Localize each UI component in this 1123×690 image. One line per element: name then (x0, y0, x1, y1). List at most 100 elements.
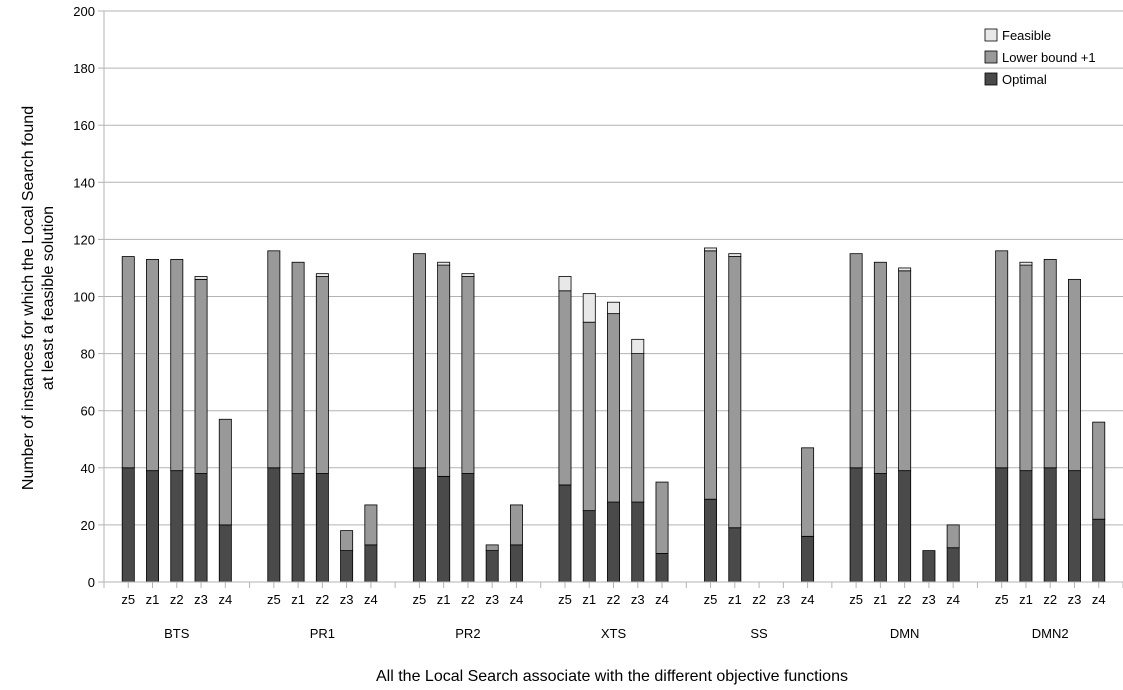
bar-segment (461, 276, 475, 474)
bar-segment (1068, 470, 1081, 583)
x-subcategory-label: z2 (461, 592, 475, 607)
x-subcategory-label: z3 (631, 592, 645, 607)
bar-segment (1068, 278, 1081, 472)
y-axis-title-line-1: Number of instances for which the Local … (20, 106, 37, 490)
bar-segment (1019, 470, 1033, 583)
bar-segment (194, 276, 208, 280)
x-subcategory-label: z3 (776, 592, 790, 607)
axis-labels: 0 20 40 60 80 100 120 140 160 180 200 z5 z1 z2 z3 z4 BTS… (73, 4, 1105, 641)
bar-segment (728, 253, 742, 257)
bar-segment (704, 250, 718, 500)
bar-segment (315, 473, 329, 583)
bar-segment (655, 481, 669, 554)
bar-segment (146, 258, 159, 472)
legend-swatch (984, 50, 998, 64)
x-subcategory-label: z1 (728, 592, 742, 607)
bar-segment (1092, 421, 1106, 520)
x-subcategory-label: z2 (315, 592, 329, 607)
bar-segment (946, 524, 960, 549)
bar-segment (218, 524, 232, 583)
x-subcategory-label: z5 (558, 592, 572, 607)
x-subcategory-label: z4 (218, 592, 232, 607)
bar-segment (898, 267, 912, 272)
legend-swatch (984, 28, 998, 42)
x-subcategory-label: z4 (801, 592, 815, 607)
bar-segment (121, 467, 135, 583)
x-group-label: XTS (601, 626, 627, 641)
y-tick-label: 180 (73, 61, 95, 76)
y-tick-label: 100 (73, 290, 95, 305)
bar-segment (170, 470, 184, 583)
x-subcategory-label: z1 (437, 592, 451, 607)
bar-segment (1019, 261, 1033, 266)
bar-segment (291, 473, 305, 583)
bar-segment (631, 353, 645, 503)
y-tick-label: 120 (73, 232, 95, 247)
x-subcategory-label: z4 (1092, 592, 1106, 607)
bar-segment (364, 544, 378, 583)
x-subcategory-label: z1 (874, 592, 888, 607)
bar-segment (1043, 467, 1057, 583)
bar-segment (873, 473, 887, 583)
bar-segment (194, 278, 208, 474)
bar-segment (607, 301, 620, 315)
bar-segment (582, 321, 596, 512)
x-group-label: BTS (164, 626, 190, 641)
bar-segment (412, 253, 426, 469)
bar-segment (995, 467, 1009, 583)
legend-label: Feasible (1002, 28, 1051, 43)
bar-segment (267, 250, 281, 469)
bar-segment (340, 550, 354, 583)
x-subcategory-label: z5 (121, 592, 135, 607)
legend-label: Lower bound +1 (1002, 50, 1096, 65)
x-subcategory-label: z4 (655, 592, 669, 607)
x-subcategory-label: z1 (582, 592, 596, 607)
bar-segment (1092, 518, 1106, 583)
bar-segment (849, 467, 863, 583)
bar-segment (437, 475, 451, 583)
bar-segment (461, 273, 475, 277)
x-subcategory-label: z3 (1068, 592, 1082, 607)
x-subcategory-label: z5 (267, 592, 281, 607)
x-subcategory-label: z1 (146, 592, 160, 607)
bar-segment (509, 544, 523, 583)
x-subcategory-label: z2 (607, 592, 621, 607)
bar-segment (607, 313, 620, 503)
bar-segment (898, 470, 912, 583)
x-subcategory-label: z4 (364, 592, 378, 607)
bar-segment (631, 501, 645, 583)
bar-segment (946, 547, 960, 583)
x-subcategory-label: z5 (413, 592, 427, 607)
x-subcategory-label: z4 (946, 592, 960, 607)
bar-segment (146, 470, 159, 583)
bar-segment (437, 261, 451, 266)
legend-label: Optimal (1002, 72, 1047, 87)
bar-segment (1019, 264, 1033, 472)
bar-segment (558, 484, 572, 583)
x-subcategory-label: z2 (1043, 592, 1057, 607)
bar-segment (728, 256, 742, 529)
bar-segment (121, 256, 135, 469)
bar-segment (898, 270, 912, 472)
y-axis-title-line-2: at least a feasible solution (40, 206, 57, 390)
x-subcategory-label: z3 (922, 592, 936, 607)
bar-segment (485, 544, 499, 551)
x-axis-title: All the Local Search associate with the … (376, 668, 848, 685)
y-tick-label: 20 (81, 518, 95, 533)
axes (98, 10, 1123, 588)
y-tick-label: 200 (73, 4, 95, 19)
x-group-label: DMN2 (1032, 626, 1069, 641)
bar-segment (291, 261, 305, 474)
bar-segment (582, 293, 596, 323)
bar-segment (412, 467, 426, 583)
y-tick-label: 0 (88, 575, 95, 590)
x-subcategory-label: z3 (485, 592, 499, 607)
bar-segment (315, 273, 329, 277)
bars (121, 247, 1106, 583)
x-subcategory-label: z3 (194, 592, 208, 607)
bar-segment (1043, 258, 1057, 469)
bar-segment (801, 447, 815, 537)
x-group-label: PR1 (310, 626, 335, 641)
bar-segment (315, 276, 329, 474)
bar-segment (849, 253, 863, 469)
